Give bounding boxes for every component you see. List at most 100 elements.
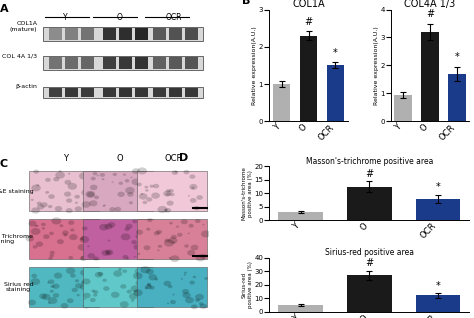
FancyBboxPatch shape: [83, 219, 154, 259]
FancyBboxPatch shape: [82, 88, 94, 97]
Circle shape: [147, 218, 153, 222]
Circle shape: [81, 280, 88, 286]
Circle shape: [132, 168, 140, 174]
Text: COL1A
(mature): COL1A (mature): [10, 22, 37, 32]
Bar: [347, 275, 392, 312]
Circle shape: [129, 201, 133, 204]
Circle shape: [66, 198, 72, 203]
Circle shape: [67, 183, 77, 190]
Circle shape: [91, 176, 96, 180]
Circle shape: [157, 249, 160, 251]
Circle shape: [182, 289, 189, 294]
Text: *: *: [436, 281, 440, 291]
Circle shape: [188, 195, 190, 197]
Circle shape: [157, 206, 167, 213]
Circle shape: [120, 284, 127, 289]
Circle shape: [189, 280, 195, 285]
Circle shape: [144, 274, 150, 279]
FancyBboxPatch shape: [136, 88, 148, 97]
Circle shape: [83, 293, 91, 298]
Circle shape: [36, 241, 43, 247]
Circle shape: [85, 191, 95, 198]
Circle shape: [196, 254, 205, 261]
Circle shape: [133, 289, 143, 296]
Circle shape: [164, 239, 174, 247]
Circle shape: [167, 302, 169, 304]
FancyBboxPatch shape: [137, 266, 208, 307]
Circle shape: [201, 231, 210, 238]
Circle shape: [62, 230, 69, 235]
Circle shape: [41, 223, 46, 226]
Circle shape: [134, 244, 141, 250]
Circle shape: [145, 287, 148, 289]
Circle shape: [141, 193, 143, 195]
Text: *: *: [436, 183, 440, 192]
Circle shape: [131, 285, 140, 292]
Circle shape: [80, 256, 87, 261]
Circle shape: [53, 293, 59, 298]
Circle shape: [199, 302, 203, 305]
Circle shape: [181, 219, 188, 224]
Circle shape: [28, 300, 36, 306]
Circle shape: [82, 226, 88, 231]
Circle shape: [90, 185, 98, 190]
Circle shape: [108, 239, 110, 241]
Bar: [327, 66, 344, 121]
Bar: [273, 84, 291, 121]
Circle shape: [55, 206, 62, 211]
Circle shape: [126, 258, 129, 259]
Text: β-actin: β-actin: [16, 84, 37, 89]
Circle shape: [31, 278, 40, 285]
Circle shape: [48, 302, 51, 304]
Circle shape: [195, 299, 200, 302]
Text: A: A: [0, 4, 8, 14]
Title: Masson's-trichrome positive area: Masson's-trichrome positive area: [306, 156, 433, 166]
Circle shape: [48, 280, 55, 284]
Circle shape: [103, 204, 106, 206]
Circle shape: [64, 180, 71, 185]
Circle shape: [147, 283, 151, 286]
Circle shape: [188, 233, 190, 234]
Circle shape: [94, 196, 99, 199]
Circle shape: [143, 201, 147, 204]
Circle shape: [149, 184, 154, 188]
Title: Sirius-red positive area: Sirius-red positive area: [325, 248, 414, 257]
Circle shape: [109, 207, 116, 211]
Circle shape: [76, 294, 80, 296]
Circle shape: [91, 290, 95, 292]
Circle shape: [90, 298, 96, 302]
Circle shape: [169, 222, 173, 225]
Text: *: *: [333, 48, 338, 58]
FancyBboxPatch shape: [185, 57, 199, 69]
Circle shape: [137, 226, 146, 233]
Circle shape: [93, 290, 98, 294]
Circle shape: [145, 189, 148, 192]
FancyBboxPatch shape: [154, 57, 166, 69]
Circle shape: [80, 238, 84, 240]
FancyBboxPatch shape: [119, 57, 132, 69]
Circle shape: [129, 293, 138, 300]
FancyBboxPatch shape: [29, 219, 100, 259]
Circle shape: [151, 192, 160, 199]
Circle shape: [118, 191, 125, 197]
Circle shape: [202, 224, 204, 225]
Circle shape: [146, 269, 154, 274]
Circle shape: [181, 278, 183, 280]
Circle shape: [118, 182, 123, 185]
Bar: [394, 95, 412, 121]
Circle shape: [81, 235, 91, 241]
Circle shape: [102, 279, 107, 282]
Circle shape: [72, 288, 78, 292]
Circle shape: [170, 193, 174, 196]
Circle shape: [75, 202, 78, 204]
Circle shape: [80, 285, 87, 290]
Circle shape: [42, 294, 51, 300]
Text: Y: Y: [63, 155, 68, 163]
Circle shape: [52, 284, 60, 289]
Circle shape: [50, 254, 54, 257]
Circle shape: [122, 270, 127, 273]
Circle shape: [74, 206, 82, 211]
Circle shape: [187, 250, 195, 256]
Circle shape: [153, 184, 159, 188]
Circle shape: [97, 175, 99, 176]
